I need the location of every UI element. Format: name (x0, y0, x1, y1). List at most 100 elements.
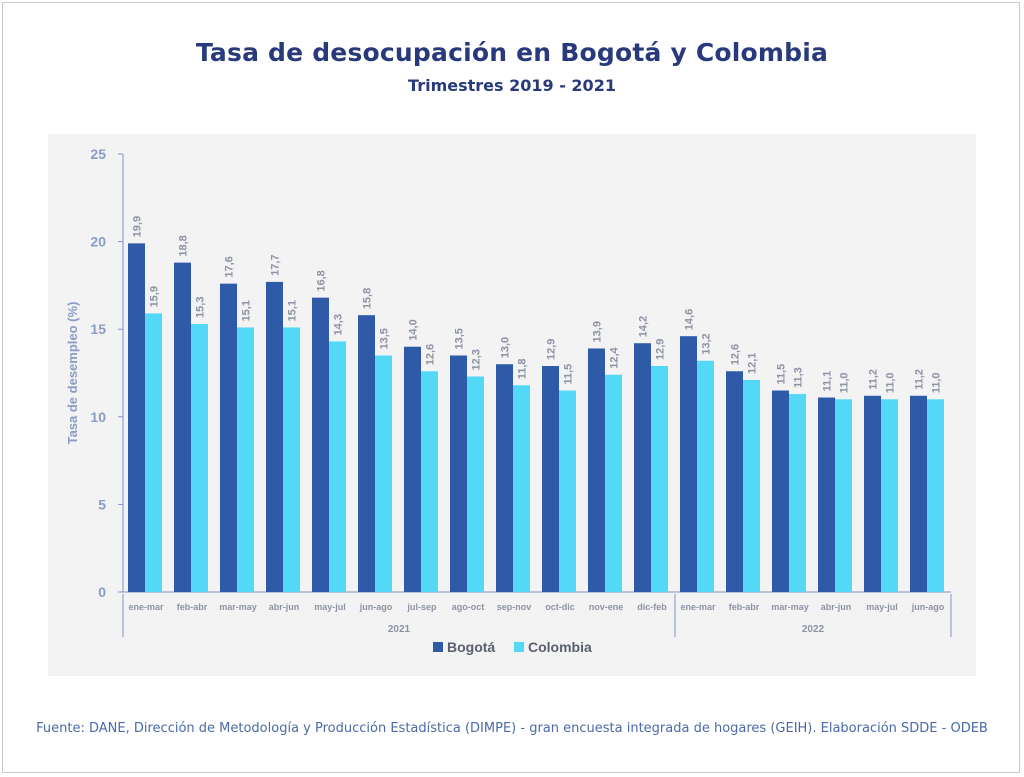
value-label-bogota: 15,8 (362, 288, 374, 309)
bar-colombia-9 (513, 385, 530, 592)
bar-bogota-14 (726, 371, 743, 592)
value-label-colombia: 12,1 (747, 353, 759, 374)
x-tick-label: feb-abr (177, 602, 208, 612)
value-label-colombia: 11,3 (793, 367, 805, 388)
bar-bogota-2 (174, 262, 191, 592)
value-label-colombia: 15,1 (287, 300, 299, 321)
value-label-colombia: 11,0 (885, 372, 897, 393)
x-tick-label: dic-feb (637, 602, 667, 612)
bar-bogota-3 (220, 283, 237, 592)
value-label-colombia: 13,2 (701, 333, 713, 354)
legend-swatch-bogota (433, 642, 443, 652)
x-tick-label: jun-ago (359, 602, 393, 612)
x-tick-label: may-jul (314, 602, 346, 612)
bar-bogota-18 (910, 395, 927, 592)
value-label-colombia: 13,5 (379, 328, 391, 349)
x-tick-label: mar-may (771, 602, 809, 612)
x-tick-label: jul-sep (406, 602, 437, 612)
bar-colombia-18 (927, 399, 944, 592)
y-tick-label: 15 (90, 321, 106, 337)
value-label-colombia: 12,6 (425, 344, 437, 365)
bar-colombia-2 (191, 323, 208, 592)
y-tick-label: 0 (98, 584, 106, 600)
bar-colombia-3 (237, 327, 254, 592)
bar-bogota-8 (450, 355, 467, 592)
value-label-bogota: 12,6 (730, 344, 742, 365)
value-label-bogota: 11,1 (822, 371, 834, 392)
bar-bogota-15 (772, 390, 789, 592)
value-label-bogota: 13,5 (454, 328, 466, 349)
x-tick-label: mar-may (219, 602, 257, 612)
y-axis-title: Tasa de desempleo (%) (65, 302, 80, 445)
y-tick-label: 5 (98, 496, 106, 512)
chart-title: Tasa de desocupación en Bogotá y Colombi… (195, 38, 829, 67)
x-tick-label: sep-nov (497, 602, 532, 612)
value-label-bogota: 13,9 (592, 321, 604, 342)
chart-subtitle: Trimestres 2019 - 2021 (408, 76, 616, 95)
x-tick-label: nov-ene (589, 602, 624, 612)
x-tick-label: abr-jun (269, 602, 300, 612)
bar-bogota-12 (634, 343, 651, 592)
value-label-bogota: 14,2 (638, 316, 650, 337)
bar-colombia-10 (559, 390, 576, 592)
legend-label-colombia: Colombia (528, 639, 592, 655)
value-label-colombia: 11,0 (931, 372, 943, 393)
bar-colombia-13 (697, 360, 714, 592)
bar-bogota-4 (266, 281, 283, 592)
bar-colombia-6 (375, 355, 392, 592)
bar-colombia-5 (329, 341, 346, 592)
y-tick-label: 20 (90, 234, 106, 250)
bar-bogota-16 (818, 397, 835, 592)
value-label-colombia: 14,3 (333, 314, 345, 335)
value-label-colombia: 12,9 (655, 339, 667, 360)
value-label-bogota: 14,0 (408, 319, 420, 340)
bar-bogota-17 (864, 395, 881, 592)
value-label-colombia: 11,8 (517, 358, 529, 379)
bar-bogota-5 (312, 297, 329, 592)
bar-bogota-6 (358, 315, 375, 592)
bar-bogota-7 (404, 346, 421, 592)
value-label-bogota: 14,6 (684, 309, 696, 330)
bar-colombia-4 (283, 327, 300, 592)
x-tick-label: ago-oct (452, 602, 485, 612)
bar-bogota-1 (128, 243, 145, 593)
value-label-bogota: 11,2 (914, 369, 926, 390)
y-tick-label: 10 (90, 409, 106, 425)
bar-colombia-16 (835, 399, 852, 592)
value-label-bogota: 19,9 (132, 216, 144, 237)
bar-bogota-10 (542, 365, 559, 592)
value-label-colombia: 12,3 (471, 349, 483, 370)
x-tick-label: oct-dic (545, 602, 575, 612)
bar-colombia-12 (651, 365, 668, 592)
bar-colombia-17 (881, 399, 898, 592)
y-tick-label: 25 (90, 146, 106, 162)
x-tick-label: ene-mar (680, 602, 716, 612)
value-label-bogota: 11,2 (868, 369, 880, 390)
value-label-bogota: 13,0 (500, 337, 512, 358)
bar-colombia-7 (421, 371, 438, 592)
bar-colombia-11 (605, 374, 622, 592)
group-label-2022: 2022 (802, 624, 825, 635)
legend-swatch-colombia (514, 642, 524, 652)
value-label-colombia: 15,9 (149, 286, 161, 307)
group-label-2021: 2021 (388, 624, 411, 635)
bar-colombia-14 (743, 380, 760, 592)
value-label-colombia: 11,5 (563, 364, 575, 385)
value-label-bogota: 17,6 (224, 256, 236, 277)
value-label-bogota: 16,8 (316, 270, 328, 291)
x-tick-label: may-jul (866, 602, 898, 612)
legend-label-bogota: Bogotá (447, 639, 495, 655)
value-label-colombia: 15,3 (195, 297, 207, 318)
bar-colombia-8 (467, 376, 484, 592)
x-tick-label: jun-ago (911, 602, 945, 612)
value-label-bogota: 18,8 (178, 235, 190, 256)
x-tick-label: abr-jun (821, 602, 852, 612)
value-label-bogota: 12,9 (546, 339, 558, 360)
bar-bogota-11 (588, 348, 605, 592)
value-label-colombia: 11,0 (839, 372, 851, 393)
x-tick-label: ene-mar (128, 602, 164, 612)
source-note: Fuente: DANE, Dirección de Metodología y… (36, 721, 988, 736)
value-label-colombia: 12,4 (609, 346, 621, 368)
